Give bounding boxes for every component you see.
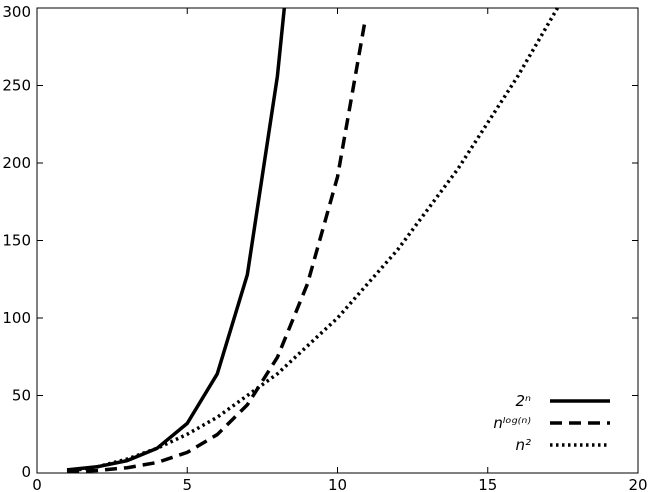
x-tick-label: 20 [628,476,647,492]
x-tick-label: 10 [328,476,347,492]
x-tick-label: 5 [182,476,192,492]
series-line-2 [66,7,559,474]
series-line-0 [66,7,287,472]
series-line-1 [66,23,367,474]
series-layer [66,7,559,474]
y-tick-label: 0 [21,463,31,481]
plot-frame [36,7,639,474]
legend: 2ⁿ nˡᵒᵍ⁽ⁿ⁾ n² [493,392,610,454]
legend-label-0: 2ⁿ [515,392,531,410]
legend-label-2: n² [515,436,531,454]
y-tick-label: 250 [2,77,31,95]
y-tick-label: 100 [2,309,31,327]
x-tick-label: 0 [32,476,42,492]
y-tick-label: 50 [12,387,31,405]
y-tick-label: 200 [2,154,31,172]
legend-label-1: nˡᵒᵍ⁽ⁿ⁾ [493,414,531,432]
y-tick-label: 150 [2,232,31,250]
x-tick-label: 15 [478,476,497,492]
y-tick-label: 300 [2,3,31,21]
